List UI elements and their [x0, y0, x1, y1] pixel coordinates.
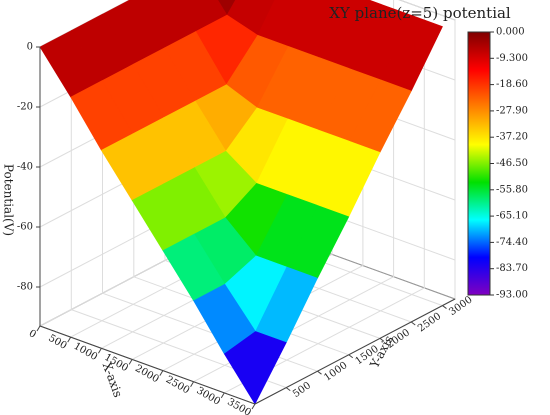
- surface-patch: [223, 331, 287, 405]
- y-tick: [285, 387, 291, 391]
- z-tick-label: -80: [17, 282, 33, 293]
- y-tick: [348, 354, 354, 359]
- colorbar-tick-label: -93.00: [496, 290, 528, 301]
- y-tick: [442, 305, 447, 309]
- x-tick-label: 500: [46, 333, 68, 352]
- axis-line: [254, 298, 456, 405]
- grid-line: [224, 8, 425, 394]
- x-tick-label: 2000: [133, 363, 161, 385]
- x-tick-label: 2500: [164, 374, 192, 396]
- x-tick: [97, 348, 102, 354]
- colorbar: 0.000 -9.300 -18.60 -27.90 -37.20 -46.50 -55.8…: [467, 27, 528, 301]
- axis-line: [39, 325, 256, 405]
- x-tick: [220, 392, 225, 399]
- y-tick: [410, 321, 416, 326]
- x-tick-label: 3000: [194, 385, 222, 407]
- surface: [39, 0, 443, 405]
- y-tick-label: 1000: [322, 360, 349, 384]
- grid-line: [70, 30, 287, 389]
- x-tick-label: 0: [27, 328, 38, 341]
- x-tick: [67, 336, 72, 343]
- surface-patch: [217, 0, 236, 16]
- y-tick: [317, 370, 322, 375]
- chart-title: XY plane(z=5) potential: [329, 4, 511, 22]
- colorbar-tick-label: -83.70: [496, 263, 528, 274]
- colorbar-tick-label: 0.000: [496, 27, 525, 38]
- colorbar-tick-label: -55.80: [496, 184, 528, 195]
- colorbar-bar: [467, 31, 491, 296]
- colorbar-tick-label: -9.300: [496, 53, 528, 64]
- x-tick-label: 1000: [72, 341, 100, 363]
- y-tick-label: 2500: [416, 311, 443, 335]
- x-tick: [128, 359, 133, 365]
- x-tick-label: 3500: [225, 397, 253, 415]
- colorbar-tick-label: -37.20: [496, 132, 528, 143]
- x-tick: [251, 403, 256, 410]
- y-tick: [379, 337, 385, 342]
- z-tick-label: -20: [17, 102, 33, 113]
- colorbar-tick-label: -65.10: [496, 211, 528, 222]
- colorbar-tick-label: -74.40: [496, 237, 528, 248]
- colorbar-tick-label: -27.90: [496, 105, 528, 116]
- z-tick-label: -40: [17, 162, 33, 173]
- x-tick: [36, 325, 41, 332]
- z-tick-label: 0: [27, 42, 33, 53]
- z-tick-label: -60: [17, 222, 33, 233]
- colorbar-tick-label: -46.50: [496, 158, 528, 169]
- colorbar-tick-label: -18.60: [496, 79, 528, 90]
- x-tick: [190, 381, 195, 387]
- z-axis-label: Potential(V): [2, 164, 16, 236]
- x-tick: [159, 370, 164, 376]
